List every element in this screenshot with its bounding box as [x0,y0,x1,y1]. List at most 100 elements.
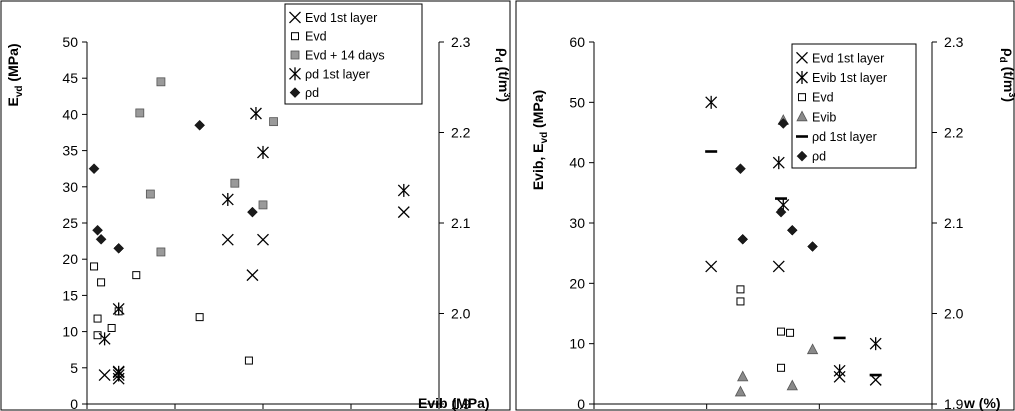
left-y2-tick-label: 1.9 [451,396,471,411]
left-series-2-point [145,189,155,199]
right-y2-tick-label: 1.9 [944,396,964,411]
left-y-tick-label: 20 [62,251,78,267]
right-series-5-point [775,206,787,218]
right-series-2-point [777,363,786,372]
left-series-1-point [97,278,106,287]
left-legend-marker [291,32,299,41]
left-legend-label: Evd 1st layer [305,11,377,25]
right-series-5-point [777,118,789,129]
left-legend-label: ρd [305,86,319,100]
left-x-tick-label: 50 [255,407,271,411]
right-y2-tick-label: 2.1 [944,215,964,231]
right-series-3-point [806,343,819,355]
right-legend-box [791,43,917,169]
chart-right-border [515,0,1015,411]
left-x-tick-label: 25 [167,407,183,411]
left-series-0-point [246,269,259,282]
left-series-1-point [195,313,204,322]
left-series-4-point [113,242,125,254]
right-legend-label: ρd [812,150,826,164]
left-legend-box [284,3,423,105]
left-series-0-point-stroke-b [221,233,234,246]
right-legend-marker [796,51,808,64]
right-series-2-point [736,285,745,294]
right-legend-label: Evib 1st layer [812,71,887,85]
left-series-4-point [92,224,103,236]
left-legend: Evd 1st layer Evd Evd + 14 days ρd 1st laye… [284,3,423,105]
left-series-3-point [250,106,262,120]
left-series-0-point [98,369,111,381]
left-series-2-point [230,178,240,188]
right-series-0-point-stroke-b [772,260,785,273]
right-series-3-point [786,379,798,391]
chart-left-border [0,0,511,411]
right-series-1-point [869,337,882,351]
right-legend-label: Evd 1st layer [812,51,884,65]
right-legend-marker-stroke-b [796,51,808,64]
left-series-0-point-stroke-b [246,269,259,282]
left-legend-label: ρd 1st layer [305,67,370,81]
left-y2-tick-label: 2.3 [451,34,471,50]
left-x-axis-title: Evib (MPa) [418,395,490,411]
right-y-tick-label: 30 [569,215,585,231]
left-series-1-point [107,323,116,332]
right-series-5-point [786,224,798,236]
left-series-1-point [244,356,253,365]
right-legend-label: Evib [812,110,836,124]
right-series-0-point-stroke-b [705,260,718,273]
left-series-3-point [397,183,410,197]
left-y-tick-label: 50 [62,34,78,50]
right-series-2-point [786,328,795,337]
left-y2-tick-label: 2.1 [451,215,471,231]
left-series-4-point [194,119,205,131]
left-y2-tick-label: 2.2 [451,125,471,141]
left-series-0-point [221,233,234,246]
right-y-axis-title: Evib, Evd (MPa) [530,90,550,190]
left-series-2-point [258,200,268,210]
left-legend-marker [290,50,300,60]
left-y-tick-label: 30 [62,179,78,195]
left-series-3-point [257,145,269,159]
left-y-axis-title: Evd (MPa) [5,43,25,106]
right-series-2-point [736,297,745,306]
left-series-0-point [257,233,269,246]
right-y-tick-label: 20 [569,275,585,291]
left-series-3-point [221,192,234,206]
left-legend-marker-stroke-b [289,11,301,24]
left-legend-label: Evd + 14 days [305,49,385,63]
right-y2-tick-label: 2.0 [944,306,964,322]
left-y-tick-label: 0 [70,396,78,411]
right-y-tick-label: 0 [577,396,585,411]
left-series-4-point [88,163,100,175]
right-series-0-point [705,260,718,273]
right-series-5-point [735,163,746,175]
left-series-4-point [95,233,107,245]
left-series-2 [135,77,278,257]
left-legend-marker [289,87,301,98]
right-y-tick-label: 60 [569,34,585,50]
left-series-1-point [93,331,102,340]
right-y-tick-label: 10 [569,336,585,352]
right-series-4 [705,150,882,377]
left-series-0-point-stroke-b [257,233,269,246]
left-series-2-point [135,108,145,118]
left-series-0-point [397,206,410,219]
chart-left-panel: Evib (MPa) Evd (MPa) ρd (t/m3) 051015202… [0,0,512,411]
right-legend-label: Evd [812,91,834,105]
right-y2-tick-label: 2.2 [944,125,964,141]
right-x-tick-label: 10 [812,407,828,411]
left-series-3-point [112,302,125,316]
left-series-2-point [156,247,166,257]
left-series-3-point [98,332,111,346]
right-legend-marker [796,71,808,84]
right-series-1-point [772,156,785,170]
left-series-1-point [90,262,99,271]
right-x-tick-label: 5 [703,407,711,411]
right-legend-marker [796,110,808,122]
left-y-tick-label: 35 [62,143,78,159]
left-series-4-point [247,206,258,218]
right-y2-tick-label: 2.3 [944,34,964,50]
left-series-3-point [112,368,125,382]
left-x-tick-label: 0 [83,407,91,411]
left-legend-marker [289,67,301,81]
